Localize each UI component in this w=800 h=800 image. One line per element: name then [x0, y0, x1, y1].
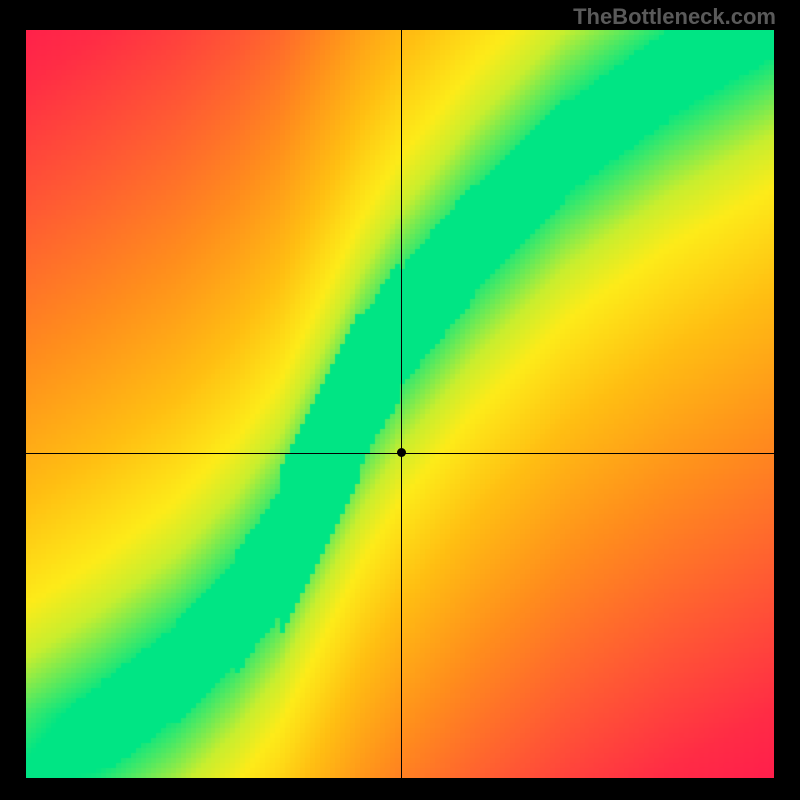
chart-container: TheBottleneck.com	[0, 0, 800, 800]
bottleneck-heatmap	[26, 30, 774, 778]
crosshair-vertical	[401, 30, 402, 778]
watermark-text: TheBottleneck.com	[573, 4, 776, 30]
